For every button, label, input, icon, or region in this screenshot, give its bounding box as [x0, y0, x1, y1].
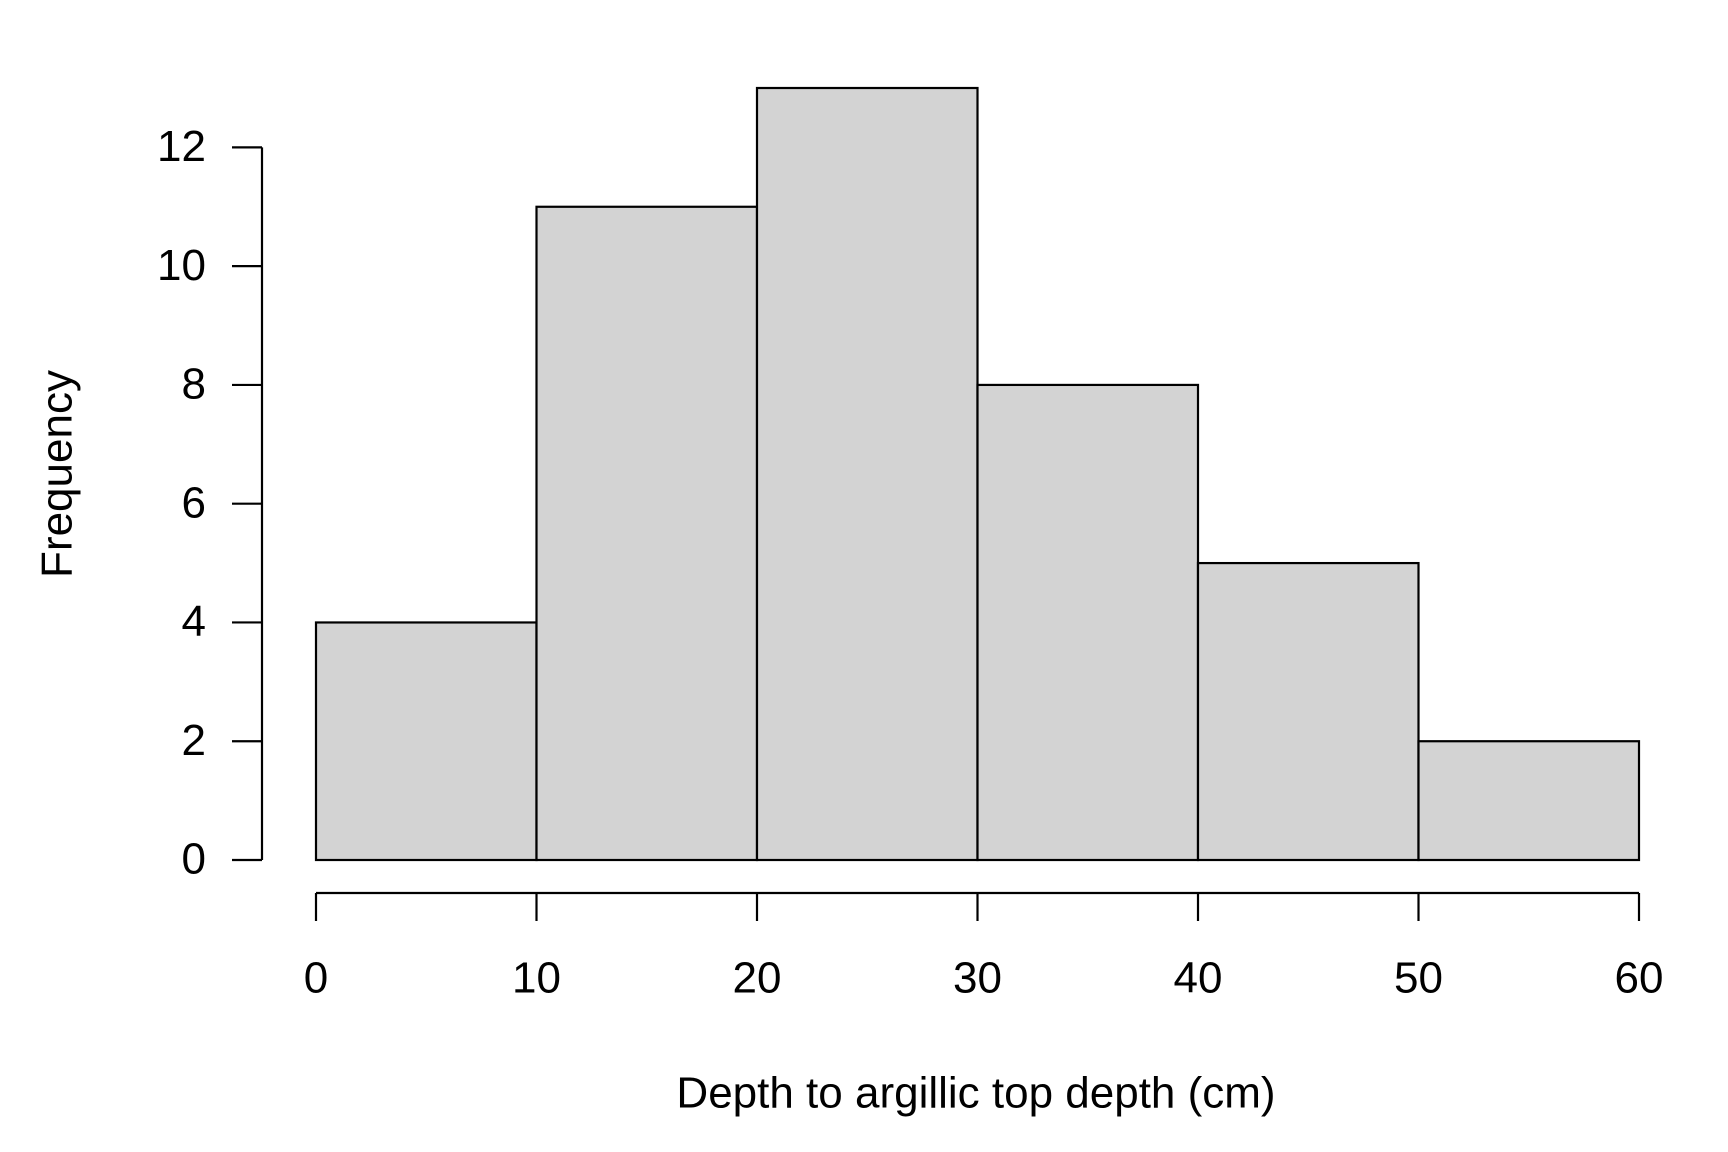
- x-tick-label: 40: [1174, 954, 1223, 1003]
- x-tick-label: 20: [733, 954, 782, 1003]
- x-axis-label: Depth to argillic top depth (cm): [676, 1069, 1275, 1118]
- bar: [535, 205, 759, 862]
- x-tick-label: 50: [1394, 954, 1443, 1003]
- bar: [976, 383, 1200, 862]
- bar: [755, 86, 979, 862]
- y-axis-label: Frequency: [33, 370, 82, 578]
- bar: [1196, 561, 1420, 862]
- bar: [314, 621, 538, 862]
- y-tick-label: 2: [182, 716, 206, 765]
- bar: [1417, 740, 1641, 862]
- y-tick-label: 0: [182, 835, 206, 884]
- y-tick-label: 12: [157, 122, 206, 171]
- y-tick-label: 10: [157, 241, 206, 290]
- x-tick-label: 10: [512, 954, 561, 1003]
- y-tick-label: 6: [182, 478, 206, 527]
- y-tick-label: 8: [182, 360, 206, 409]
- x-tick-label: 60: [1615, 954, 1664, 1003]
- x-tick-label: 0: [304, 954, 328, 1003]
- x-tick-label: 30: [953, 954, 1002, 1003]
- y-tick-label: 4: [182, 597, 206, 646]
